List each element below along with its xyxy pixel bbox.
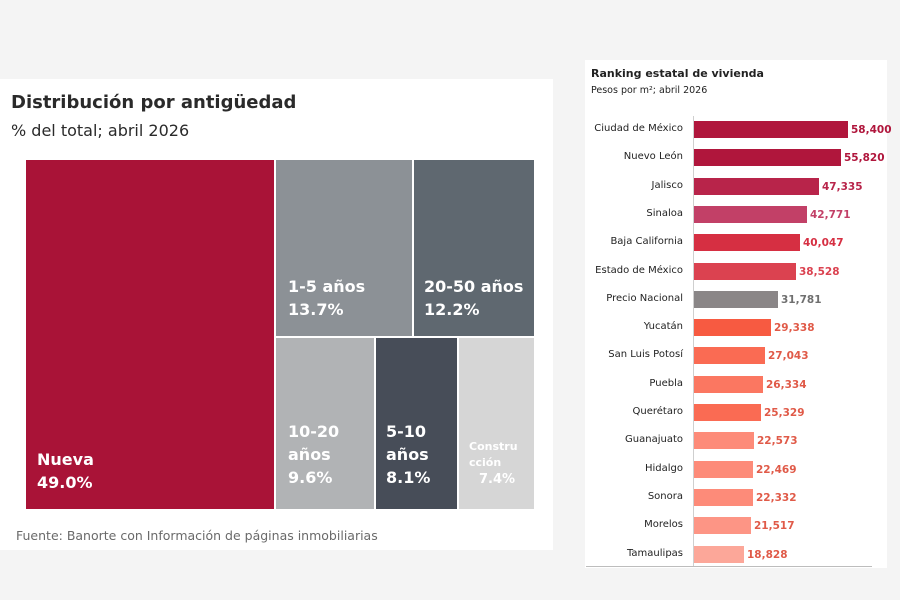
ranking-label-baja-california: Baja California xyxy=(610,236,683,248)
ranking-label-san-luis-potosi: San Luis Potosí xyxy=(608,349,683,361)
tile-nueva-label: Nueva 49.0% xyxy=(37,448,94,494)
ranking-bar-baja-california xyxy=(694,234,800,252)
state-ranking-subtitle: Pesos por m²; abril 2026 xyxy=(591,85,708,96)
source-note: Fuente: Banorte con Información de págin… xyxy=(16,528,378,543)
tile-1-5-anos-name: 1-5 años xyxy=(288,277,366,296)
tile-5-10-anos-value: 8.1% xyxy=(386,468,431,488)
ranking-value-baja-california: 40,047 xyxy=(803,237,844,250)
tile-nueva-name: Nueva xyxy=(37,450,94,469)
tile-construccion: Constru cción 7.4% xyxy=(459,338,534,509)
ranking-value-san-luis-potosi: 27,043 xyxy=(768,350,809,363)
ranking-value-tamaulipas: 18,828 xyxy=(747,548,788,561)
tile-10-20-anos-label: 10-20 años 9.6% xyxy=(288,420,339,490)
ranking-baseline xyxy=(586,566,872,567)
tile-10-20-anos: 10-20 años 9.6% xyxy=(276,338,374,509)
ranking-value-ciudad-de-mexico: 58,400 xyxy=(851,124,892,136)
ranking-bar-tamaulipas xyxy=(694,545,744,563)
ranking-value-yucatan: 29,338 xyxy=(774,322,815,335)
ranking-value-queretaro: 25,329 xyxy=(764,407,805,419)
ranking-label-nuevo-leon: Nuevo León xyxy=(623,151,683,163)
ranking-label-tamaulipas: Tamaulipas xyxy=(626,547,683,559)
ranking-bar-san-luis-potosi xyxy=(694,347,765,365)
ranking-bar-nuevo-leon xyxy=(694,149,841,167)
tile-construccion-name: Constru cción xyxy=(469,440,518,469)
tile-5-10-anos-label: 5-10 años 8.1% xyxy=(386,420,430,490)
ranking-value-precio-nacional: 31,781 xyxy=(781,293,822,306)
tile-nueva-value: 49.0% xyxy=(37,473,93,493)
ranking-value-estado-de-mexico: 38,528 xyxy=(799,265,840,278)
tile-1-5-anos-value: 13.7% xyxy=(288,300,344,320)
ranking-value-sonora: 22,332 xyxy=(756,491,797,504)
ranking-label-morelos: Morelos xyxy=(644,519,683,531)
ranking-bar-hidalgo xyxy=(694,460,753,478)
tile-construccion-label: Constru cción 7.4% xyxy=(469,439,518,490)
state-ranking-panel xyxy=(585,60,887,568)
tile-1-5-anos: 1-5 años 13.7% xyxy=(276,160,412,336)
ranking-label-estado-de-mexico: Estado de México xyxy=(595,264,683,276)
ranking-bar-jalisco xyxy=(694,177,819,195)
ranking-label-puebla: Puebla xyxy=(649,377,683,389)
ranking-label-jalisco: Jalisco xyxy=(651,179,683,191)
ranking-bar-guanajuato xyxy=(694,432,754,450)
tile-10-20-anos-value: 9.6% xyxy=(288,468,333,488)
ranking-value-sinaloa: 42,771 xyxy=(810,208,851,221)
tile-construccion-value: 7.4% xyxy=(479,471,516,487)
ranking-bar-precio-nacional xyxy=(694,290,778,308)
ranking-value-nuevo-leon: 55,820 xyxy=(844,152,885,165)
ranking-value-jalisco: 47,335 xyxy=(822,180,863,193)
ranking-bar-sinaloa xyxy=(694,205,807,223)
ranking-value-morelos: 21,517 xyxy=(754,520,795,533)
ranking-label-guanajuato: Guanajuato xyxy=(625,434,683,446)
state-ranking-title: Ranking estatal de vivienda xyxy=(591,67,764,80)
ranking-value-hidalgo: 22,469 xyxy=(756,463,797,476)
ranking-bar-ciudad-de-mexico xyxy=(694,121,848,138)
tile-5-10-anos-name: 5-10 años xyxy=(386,422,429,465)
ranking-label-queretaro: Querétaro xyxy=(632,406,683,417)
ranking-bar-queretaro xyxy=(694,404,761,421)
ranking-bar-morelos xyxy=(694,517,751,535)
tile-20-50-anos-label: 20-50 años 12.2% xyxy=(424,275,523,321)
tile-nueva: Nueva 49.0% xyxy=(26,160,274,509)
ranking-value-puebla: 26,334 xyxy=(766,378,807,391)
tile-10-20-anos-name: 10-20 años xyxy=(288,422,340,465)
age-distribution-subtitle: % del total; abril 2026 xyxy=(11,121,190,140)
ranking-value-guanajuato: 22,573 xyxy=(757,435,798,448)
tile-20-50-anos-value: 12.2% xyxy=(424,300,480,320)
tile-5-10-anos: 5-10 años 8.1% xyxy=(376,338,457,509)
ranking-bar-puebla xyxy=(694,375,763,393)
ranking-label-hidalgo: Hidalgo xyxy=(644,462,683,474)
ranking-label-sonora: Sonora xyxy=(647,490,683,502)
ranking-label-ciudad-de-mexico: Ciudad de México xyxy=(594,123,683,134)
tile-20-50-anos: 20-50 años 12.2% xyxy=(414,160,534,336)
ranking-label-yucatan: Yucatán xyxy=(643,321,683,333)
ranking-axis-line xyxy=(693,116,694,566)
ranking-bar-yucatan xyxy=(694,319,771,337)
ranking-bar-estado-de-mexico xyxy=(694,262,796,280)
age-distribution-title: Distribución por antigüedad xyxy=(11,92,297,113)
ranking-label-precio-nacional: Precio Nacional xyxy=(606,292,683,304)
ranking-bar-sonora xyxy=(694,488,753,506)
tile-20-50-anos-name: 20-50 años xyxy=(424,277,524,296)
ranking-label-sinaloa: Sinaloa xyxy=(646,207,683,219)
tile-1-5-anos-label: 1-5 años 13.7% xyxy=(288,275,365,321)
